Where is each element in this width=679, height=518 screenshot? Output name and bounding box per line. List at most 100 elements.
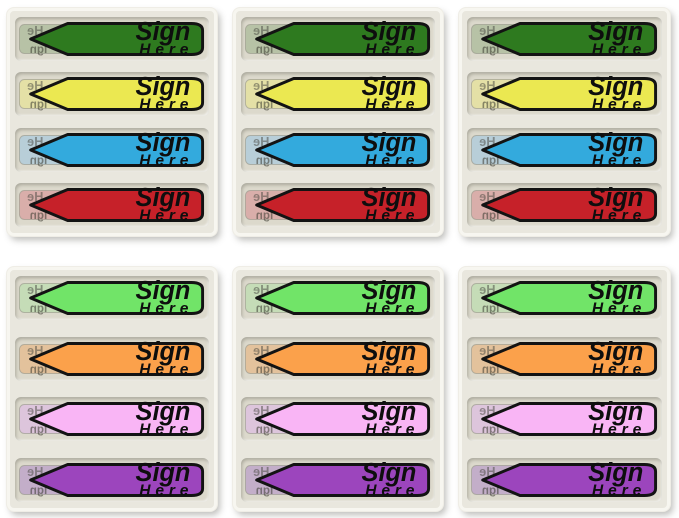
left-arrow-shape <box>255 462 431 497</box>
flag-label-sign: Sign <box>588 279 643 305</box>
flag-label-sign: Sign <box>362 186 417 212</box>
flag-label-here: Here <box>139 300 193 317</box>
flag-slot-red: He ign Sign Here <box>467 182 662 227</box>
flag-label-sign: Sign <box>588 340 643 366</box>
left-arrow-shape <box>481 22 658 56</box>
flag-label-here: Here <box>365 41 419 58</box>
flag-label-sign: Sign <box>588 75 643 101</box>
flag-slot-yellow: He ign Sign Here <box>15 72 209 117</box>
left-arrow-shape <box>481 341 658 376</box>
flag-label-here: Here <box>592 482 646 499</box>
arrow-flag: He ign Sign Here <box>18 20 205 58</box>
left-arrow-shape <box>255 187 431 222</box>
flag-slot-pink: He ign Sign Here <box>241 397 435 442</box>
left-arrow-shape <box>29 132 205 167</box>
arrow-flag: He ign Sign Here <box>18 186 205 224</box>
arrow-flag: He ign Sign Here <box>18 279 205 317</box>
flag-label-sign: Sign <box>136 461 191 487</box>
flag-label-here: Here <box>592 361 646 378</box>
flag-card-bottom-right: He ign Sign Here He ign Sign Here He ign… <box>459 267 670 511</box>
flag-slot-pink: He ign Sign Here <box>467 397 662 442</box>
flag-label-sign: Sign <box>588 400 643 426</box>
flag-label-sign: Sign <box>136 20 191 46</box>
flag-label-here: Here <box>592 422 646 439</box>
flag-slot-light-green: He ign Sign Here <box>15 276 209 320</box>
flag-label-here: Here <box>592 207 646 224</box>
left-arrow-shape <box>29 22 205 56</box>
flag-slot-orange: He ign Sign Here <box>15 336 209 381</box>
flag-slot-light-green: He ign Sign Here <box>467 276 662 320</box>
flag-label-sign: Sign <box>588 131 643 157</box>
flag-label-sign: Sign <box>588 20 643 46</box>
left-arrow-shape <box>29 77 205 112</box>
flag-slot-purple: He ign Sign Here <box>241 457 435 502</box>
arrow-flag: He ign Sign Here <box>244 75 431 114</box>
arrow-flag: He ign Sign Here <box>470 461 658 499</box>
arrow-flag: He ign Sign Here <box>244 20 431 58</box>
flag-label-here: Here <box>592 97 646 114</box>
arrow-flag: He ign Sign Here <box>470 131 658 169</box>
left-arrow-shape <box>481 281 658 315</box>
flag-label-here: Here <box>592 41 646 58</box>
flag-label-here: Here <box>139 207 193 224</box>
flag-label-sign: Sign <box>588 461 643 487</box>
left-arrow-shape <box>255 341 431 376</box>
left-arrow-shape <box>481 187 658 222</box>
flag-label-here: Here <box>139 482 193 499</box>
flag-slot-red: He ign Sign Here <box>15 182 209 227</box>
left-arrow-shape <box>255 281 431 315</box>
flag-card-bottom-center: He ign Sign Here He ign Sign Here He ign… <box>233 267 443 511</box>
arrow-flag: He ign Sign Here <box>244 461 431 499</box>
flag-label-sign: Sign <box>136 75 191 101</box>
left-arrow-shape <box>29 402 205 437</box>
arrow-flag: He ign Sign Here <box>244 131 431 169</box>
flag-label-sign: Sign <box>136 186 191 212</box>
flag-label-sign: Sign <box>136 279 191 305</box>
arrow-flag: He ign Sign Here <box>18 75 205 113</box>
flag-label-here: Here <box>139 361 193 378</box>
flag-slot-purple: He ign Sign Here <box>15 457 209 502</box>
arrow-flag: He ign Sign Here <box>18 461 205 499</box>
flag-slot-purple: He ign Sign Here <box>467 457 662 502</box>
flag-label-here: Here <box>139 422 193 439</box>
flag-slot-light-green: He ign Sign Here <box>241 276 435 320</box>
flag-label-sign: Sign <box>362 75 417 101</box>
left-arrow-shape <box>255 77 431 112</box>
flag-label-sign: Sign <box>588 186 643 212</box>
arrow-flag: He ign Sign Here <box>470 75 658 114</box>
flag-slot-yellow: He ign Sign Here <box>467 72 662 117</box>
left-arrow-shape <box>481 77 658 112</box>
flag-label-here: Here <box>592 152 646 169</box>
arrow-flag: He ign Sign Here <box>470 400 658 439</box>
arrow-flag: He ign Sign Here <box>244 279 431 317</box>
left-arrow-shape <box>29 281 205 315</box>
flag-slot-green: He ign Sign Here <box>241 17 435 61</box>
arrow-flag: He ign Sign Here <box>244 400 431 439</box>
flag-label-here: Here <box>139 152 193 169</box>
left-arrow-shape <box>255 132 431 167</box>
flag-card-bottom-left: He ign Sign Here He ign Sign Here He ign… <box>7 267 217 511</box>
flag-label-sign: Sign <box>136 131 191 157</box>
flag-label-here: Here <box>365 422 419 439</box>
flag-card-top-left: He ign Sign Here He ign Sign Here He ign… <box>7 8 217 236</box>
flag-label-here: Here <box>365 482 419 499</box>
left-arrow-shape <box>481 402 658 437</box>
flag-label-here: Here <box>139 41 193 58</box>
flag-card-board: He ign Sign Here He ign Sign Here He ign… <box>7 8 670 511</box>
arrow-flag: He ign Sign Here <box>470 186 658 224</box>
flag-slot-orange: He ign Sign Here <box>241 336 435 381</box>
left-arrow-shape <box>255 22 431 56</box>
flag-slot-green: He ign Sign Here <box>15 17 209 61</box>
flag-label-sign: Sign <box>362 340 417 366</box>
flag-slot-red: He ign Sign Here <box>241 182 435 227</box>
flag-card-top-center: He ign Sign Here He ign Sign Here He ign… <box>233 8 443 236</box>
flag-label-here: Here <box>365 97 419 114</box>
left-arrow-shape <box>29 187 205 222</box>
left-arrow-shape <box>481 462 658 497</box>
flag-slot-pink: He ign Sign Here <box>15 397 209 442</box>
flag-slot-blue: He ign Sign Here <box>241 127 435 172</box>
arrow-flag: He ign Sign Here <box>470 340 658 378</box>
arrow-flag: He ign Sign Here <box>470 20 658 58</box>
flag-slot-yellow: He ign Sign Here <box>241 72 435 117</box>
